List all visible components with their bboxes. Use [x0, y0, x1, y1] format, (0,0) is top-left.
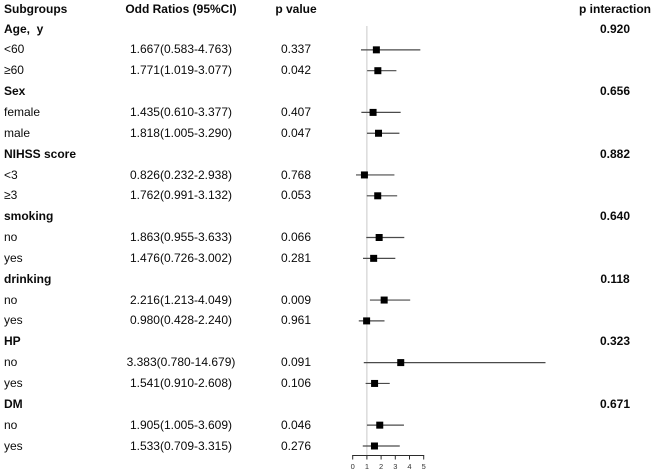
subgroup-label: no [4, 292, 18, 307]
odds-ratio-ci-value: 1.435(0.610-3.377) [129, 104, 233, 119]
subgroup-header-row: HP 0.323 [0, 331, 660, 352]
subgroup-item-row: no 3.383(0.780-14.679) 0.091 [0, 352, 660, 373]
subgroup-label: yes [4, 313, 23, 328]
subgroup-label: <3 [4, 167, 18, 182]
subgroup-label: smoking [4, 209, 54, 224]
col-header-subgroups: Subgroups [4, 2, 68, 16]
odds-ratio-ci-value: 1.533(0.709-3.315) [129, 438, 233, 453]
odds-ratio-ci-value: 1.771(1.019-3.077) [129, 63, 233, 78]
subgroup-label: no [4, 230, 18, 245]
subgroup-label: yes [4, 250, 23, 265]
subgroup-header-row: NIHSS score 0.882 [0, 144, 660, 165]
subgroup-label: male [4, 125, 31, 140]
p-value: 0.047 [280, 125, 312, 140]
subgroup-item-row: yes 1.541(0.910-2.608) 0.106 [0, 373, 660, 394]
x-axis-tick-label: 2 [379, 462, 383, 471]
col-header-odds-ratio: Odd Ratios (95%CI) [125, 2, 237, 16]
p-value: 0.106 [280, 376, 312, 391]
subgroup-item-row: no 1.905(1.005-3.609) 0.046 [0, 415, 660, 436]
odds-ratio-ci-value: 1.818(1.005-3.290) [129, 125, 233, 140]
p-value: 0.407 [280, 104, 312, 119]
x-axis-tick-label: 3 [393, 462, 397, 471]
subgroup-label: ≥3 [4, 188, 18, 203]
subgroup-header-row: DM 0.671 [0, 394, 660, 415]
subgroup-label: Sex [4, 84, 26, 99]
subgroup-label: <60 [4, 42, 25, 57]
p-interaction-value: 0.671 [599, 396, 631, 411]
subgroup-item-row: <60 1.667(0.583-4.763) 0.337 [0, 39, 660, 60]
odds-ratio-ci-value: 1.541(0.910-2.608) [129, 376, 233, 391]
col-header-p-interaction: p interaction [578, 2, 651, 16]
subgroup-label: no [4, 355, 18, 370]
odds-ratio-ci-value: 3.383(0.780-14.679) [126, 355, 236, 370]
p-value: 0.276 [280, 438, 312, 453]
subgroup-label: ≥60 [4, 63, 24, 78]
subgroup-item-row: ≥60 1.771(1.019-3.077) 0.042 [0, 60, 660, 81]
p-value: 0.961 [280, 313, 312, 328]
subgroup-label: Age, y [4, 21, 44, 36]
p-interaction-value: 0.656 [599, 84, 631, 99]
p-interaction-value: 0.323 [599, 334, 631, 349]
subgroup-item-row: female 1.435(0.610-3.377) 0.407 [0, 102, 660, 123]
p-interaction-value: 0.920 [599, 21, 631, 36]
subgroup-header-row: drinking 0.118 [0, 269, 660, 290]
x-axis-tick-label: 5 [422, 462, 426, 471]
odds-ratio-ci-value: 0.980(0.428-2.240) [129, 313, 233, 328]
odds-ratio-ci-value: 0.826(0.232-2.938) [129, 167, 233, 182]
odds-ratio-ci-value: 1.667(0.583-4.763) [129, 42, 233, 57]
subgroup-label: drinking [4, 271, 52, 286]
p-value: 0.281 [280, 250, 312, 265]
subgroup-label: yes [4, 438, 23, 453]
x-axis-tick-label: 4 [407, 462, 411, 471]
subgroup-label: HP [4, 334, 21, 349]
col-header-p-value: p value [275, 2, 317, 16]
subgroup-label: DM [4, 396, 23, 411]
odds-ratio-ci-value: 1.762(0.991-3.132) [129, 188, 233, 203]
subgroup-item-row: no 2.216(1.213-4.049) 0.009 [0, 290, 660, 311]
p-value: 0.337 [280, 42, 312, 57]
x-axis-tick-label: 1 [365, 462, 369, 471]
subgroup-item-row: no 1.863(0.955-3.633) 0.066 [0, 227, 660, 248]
subgroup-item-row: ≥3 1.762(0.991-3.132) 0.053 [0, 185, 660, 206]
subgroup-label: yes [4, 376, 23, 391]
subgroup-header-row: Age, y 0.920 [0, 19, 660, 40]
p-interaction-value: 0.118 [600, 271, 630, 286]
p-value: 0.768 [280, 167, 312, 182]
p-value: 0.046 [280, 417, 312, 432]
p-interaction-value: 0.640 [599, 209, 631, 224]
subgroup-label: NIHSS score [4, 146, 77, 161]
odds-ratio-ci-value: 1.863(0.955-3.633) [129, 230, 233, 245]
subgroup-item-row: yes 1.476(0.726-3.002) 0.281 [0, 248, 660, 269]
p-value: 0.042 [280, 63, 312, 78]
subgroup-item-row: male 1.818(1.005-3.290) 0.047 [0, 123, 660, 144]
subgroup-header-row: Sex 0.656 [0, 81, 660, 102]
odds-ratio-ci-value: 2.216(1.213-4.049) [129, 292, 233, 307]
p-value: 0.053 [280, 188, 312, 203]
p-value: 0.066 [280, 230, 312, 245]
subgroup-item-row: <3 0.826(0.232-2.938) 0.768 [0, 165, 660, 186]
p-value: 0.009 [280, 292, 312, 307]
p-value: 0.091 [280, 355, 312, 370]
odds-ratio-ci-value: 1.476(0.726-3.002) [129, 250, 233, 265]
subgroup-label: no [4, 417, 18, 432]
subgroup-item-row: yes 1.533(0.709-3.315) 0.276 [0, 436, 660, 457]
odds-ratio-ci-value: 1.905(1.005-3.609) [129, 417, 233, 432]
subgroup-label: female [4, 104, 41, 119]
x-axis-tick-label: 0 [351, 462, 355, 471]
subgroup-header-row: smoking 0.640 [0, 206, 660, 227]
subgroup-item-row: yes 0.980(0.428-2.240) 0.961 [0, 310, 660, 331]
p-interaction-value: 0.882 [599, 146, 631, 161]
